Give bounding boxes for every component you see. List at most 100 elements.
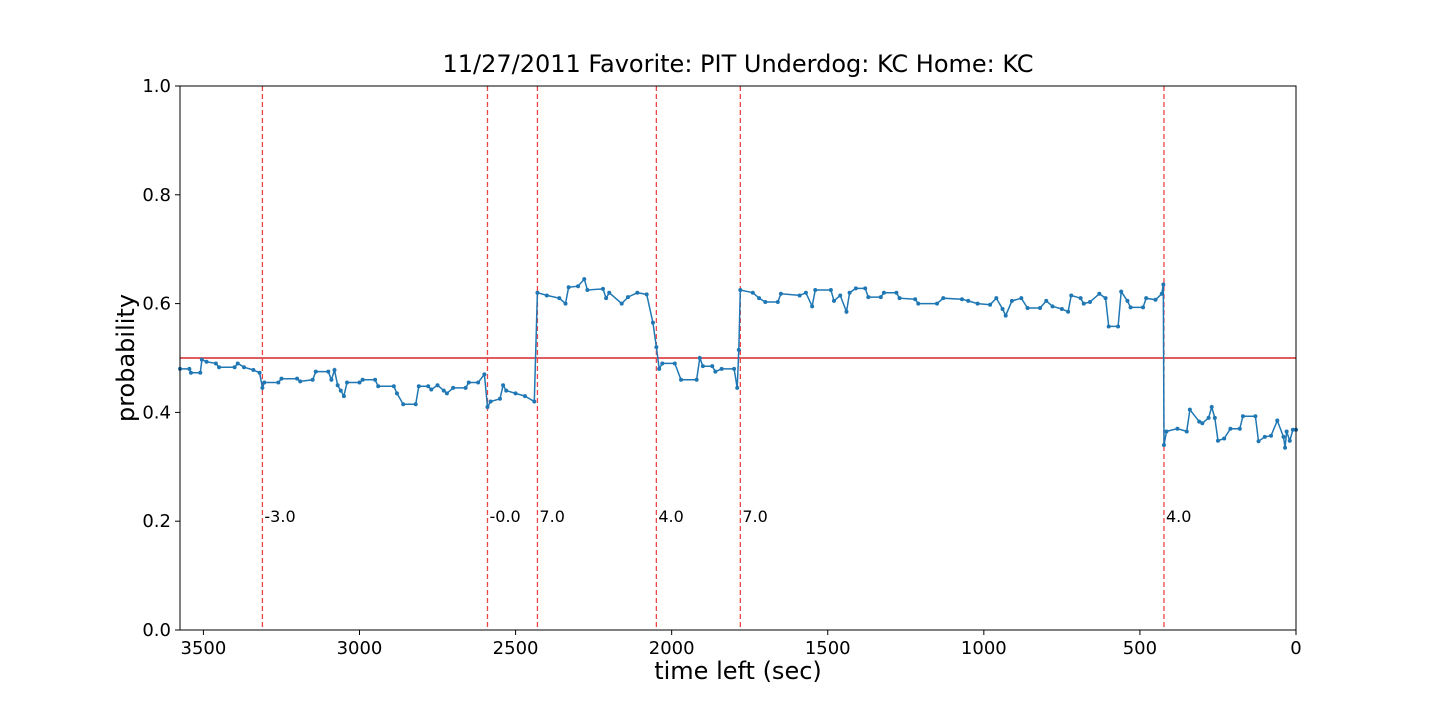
y-tick-label: 1.0 xyxy=(142,76,171,97)
data-point xyxy=(1290,427,1295,432)
data-point xyxy=(1164,429,1169,434)
data-point xyxy=(563,301,568,306)
data-point xyxy=(736,347,741,352)
data-point xyxy=(199,357,204,362)
data-point xyxy=(1206,415,1211,420)
data-point xyxy=(1097,291,1102,296)
data-point xyxy=(735,385,740,390)
y-tick-label: 0.6 xyxy=(142,294,171,315)
data-point xyxy=(604,296,609,301)
data-point xyxy=(513,391,518,396)
data-point xyxy=(775,299,780,304)
data-point xyxy=(1187,407,1192,412)
data-point xyxy=(429,387,434,392)
event-label: 4.0 xyxy=(1166,507,1191,526)
data-point xyxy=(1000,307,1005,312)
data-point xyxy=(975,301,980,306)
data-point xyxy=(1019,296,1024,301)
data-point xyxy=(279,376,284,381)
data-point xyxy=(416,384,421,389)
data-point xyxy=(497,396,502,401)
data-point xyxy=(1184,429,1189,434)
data-point xyxy=(1119,289,1124,294)
data-point xyxy=(257,370,262,375)
data-point xyxy=(1159,291,1164,296)
data-point xyxy=(838,293,843,298)
data-point xyxy=(1253,414,1258,419)
x-axis-label: time left (sec) xyxy=(654,657,822,685)
data-point xyxy=(582,277,587,282)
data-point xyxy=(1287,438,1292,443)
data-point xyxy=(482,372,487,377)
data-point xyxy=(544,293,549,298)
data-point xyxy=(522,394,527,399)
data-point xyxy=(600,286,605,291)
data-point xyxy=(198,370,203,375)
data-point xyxy=(1212,415,1217,420)
data-point xyxy=(504,388,509,393)
data-point xyxy=(750,290,755,295)
data-point xyxy=(700,364,705,369)
x-tick-label: 1500 xyxy=(805,638,851,659)
data-point xyxy=(1141,305,1146,310)
data-point xyxy=(650,320,655,325)
data-point xyxy=(298,379,303,384)
data-point xyxy=(1256,439,1261,444)
data-point xyxy=(345,380,350,385)
data-point xyxy=(828,288,833,292)
data-point xyxy=(557,296,562,301)
data-point xyxy=(853,286,858,291)
data-point xyxy=(251,367,256,372)
data-point xyxy=(204,359,209,364)
data-point xyxy=(313,369,318,374)
data-point xyxy=(187,366,192,371)
data-point xyxy=(360,377,365,382)
data-point xyxy=(338,388,343,393)
data-point xyxy=(1059,307,1064,312)
data-point xyxy=(463,385,468,390)
data-point xyxy=(485,404,490,409)
data-point xyxy=(778,291,783,296)
x-tick-label: 2000 xyxy=(649,638,695,659)
data-point xyxy=(441,388,446,393)
data-point xyxy=(894,290,899,295)
data-point xyxy=(1197,419,1202,424)
y-tick-label: 0.4 xyxy=(142,402,171,423)
event-label: -3.0 xyxy=(264,507,295,526)
data-point xyxy=(1116,324,1121,329)
x-tick-label: 500 xyxy=(1123,638,1157,659)
data-point xyxy=(217,365,222,370)
data-point xyxy=(1269,433,1274,438)
data-point xyxy=(451,385,456,390)
data-point xyxy=(619,301,624,306)
data-point xyxy=(797,293,802,298)
data-point xyxy=(738,288,743,292)
data-point xyxy=(260,385,265,390)
data-point xyxy=(1175,426,1180,431)
data-point xyxy=(1283,445,1288,450)
data-point xyxy=(295,376,300,381)
data-point xyxy=(1078,296,1083,301)
plot-frame xyxy=(179,85,1297,631)
data-point xyxy=(326,369,331,374)
data-point xyxy=(1215,438,1220,443)
series-line xyxy=(180,277,1296,448)
data-point xyxy=(1240,414,1245,419)
data-point xyxy=(488,399,493,404)
data-point xyxy=(810,304,815,309)
x-tick-label: 2500 xyxy=(493,638,539,659)
data-point xyxy=(232,365,237,370)
data-point xyxy=(694,377,699,382)
x-tick-label: 3500 xyxy=(181,638,227,659)
data-point xyxy=(1161,443,1166,448)
y-axis-label: probability xyxy=(112,294,140,422)
data-point xyxy=(916,301,921,306)
event-label: 4.0 xyxy=(658,507,683,526)
data-point xyxy=(341,394,346,399)
data-point xyxy=(913,297,918,302)
data-point xyxy=(847,290,852,295)
data-point xyxy=(757,296,762,301)
event-label: 7.0 xyxy=(742,507,767,526)
data-point xyxy=(329,377,334,382)
